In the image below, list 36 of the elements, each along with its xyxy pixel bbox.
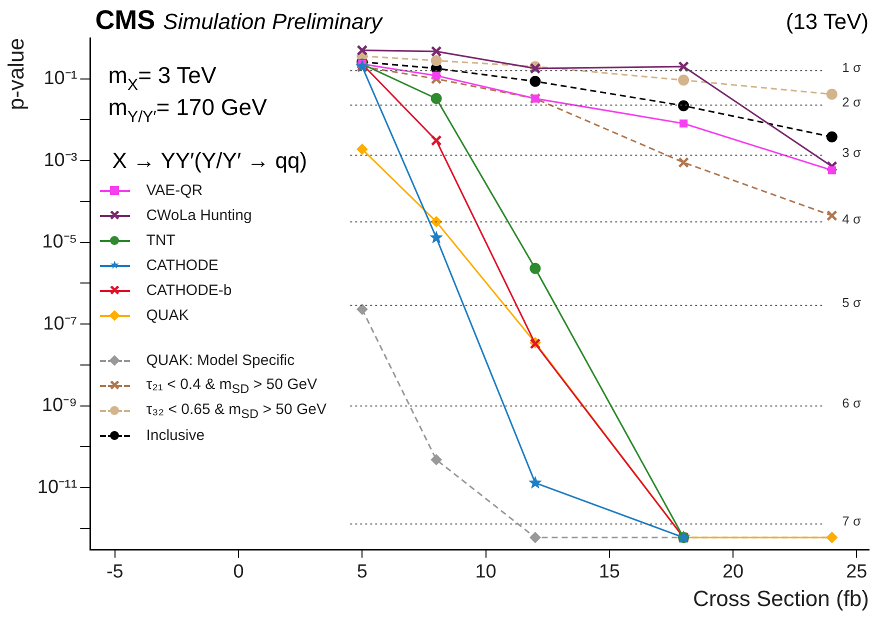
- x-tick-label: 10: [475, 561, 496, 582]
- legend-label: CWoLa Hunting: [146, 207, 252, 224]
- legend-label: τ₃₂ < 0.65 & m$_{SD}$ > 50 GeV: [146, 400, 327, 420]
- x-axis-title: Cross Section (fb): [692, 586, 869, 611]
- y-tick-label: 10⁻¹¹: [37, 476, 78, 498]
- legend-label: CATHODE-b: [146, 282, 232, 299]
- y-tick-label: 10⁻⁹: [42, 395, 78, 416]
- ref-line-label: 3 σ: [842, 144, 862, 160]
- legend-label: QUAK: Model Specific: [146, 352, 295, 369]
- x-tick-label: 5: [356, 561, 368, 582]
- legend-label: QUAK: [146, 307, 189, 324]
- text: (13 TeV): [786, 9, 869, 34]
- legend-label: CATHODE: [146, 257, 218, 274]
- ref-line-label: 5 σ: [842, 294, 862, 310]
- x-tick-label: 20: [722, 561, 744, 582]
- ref-line-label: 1 σ: [842, 60, 862, 76]
- legend-label: VAE-QR: [146, 182, 203, 199]
- y-tick-label: 10⁻⁷: [43, 313, 78, 334]
- ref-line-label: 7 σ: [842, 514, 862, 529]
- ref-line-label: 4 σ: [842, 211, 862, 226]
- x-tick-label: 25: [846, 561, 868, 582]
- y-tick-label: 10⁻¹: [44, 68, 78, 90]
- legend-label: τ₂₁ < 0.4 & m$_{SD}$ > 50 GeV: [146, 376, 318, 396]
- ref-line-label: 2 σ: [842, 94, 862, 110]
- legend-label: Inclusive: [146, 427, 205, 444]
- legend-label: TNT: [146, 232, 176, 249]
- x-tick-label: 15: [598, 561, 620, 582]
- y-axis-title: p-value: [3, 38, 28, 110]
- chart-subtitle: Simulation Preliminary: [163, 9, 384, 34]
- y-tick-label: 10⁻³: [44, 150, 78, 171]
- ref-line-label: 6 σ: [842, 396, 862, 411]
- y-tick-label: 10⁻⁵: [42, 232, 78, 253]
- chart-title: CMS: [95, 5, 156, 35]
- x-tick-label: 0: [233, 561, 244, 582]
- x-tick-label: -5: [106, 561, 124, 582]
- annotation: X → YY′(Y/Y′ → qq): [112, 148, 308, 173]
